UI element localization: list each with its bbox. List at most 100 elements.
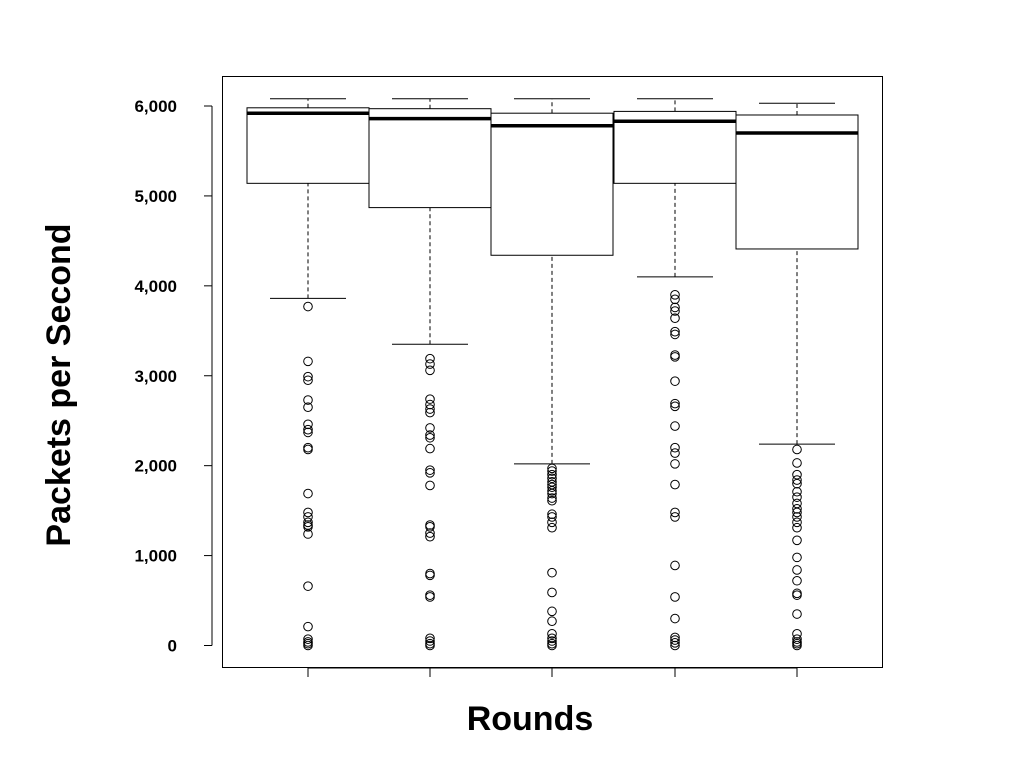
outlier-point [425, 430, 435, 440]
outlier-point [670, 302, 680, 313]
outlier-point [792, 552, 802, 563]
outlier-point [547, 636, 557, 646]
outlier-point [303, 395, 313, 405]
iqr-box [613, 110, 737, 184]
outlier-point [792, 492, 802, 502]
outlier-point [670, 638, 680, 648]
outlier-point [303, 402, 313, 413]
outlier-point [425, 480, 435, 491]
box-3 [490, 98, 614, 651]
outlier-point [547, 509, 557, 520]
outlier-point [670, 313, 680, 324]
outlier-point [792, 522, 802, 533]
outlier-point [670, 398, 680, 409]
outlier-point [303, 517, 313, 528]
outlier-point [547, 466, 557, 476]
outlier-point [425, 423, 435, 433]
outlier-point [425, 359, 435, 369]
outlier-point [303, 529, 313, 539]
outlier-point [303, 375, 313, 386]
outlier-point [792, 590, 802, 600]
outlier-point [547, 493, 557, 503]
y-tick-label: 5,000 [134, 187, 177, 206]
box-2 [368, 98, 492, 651]
outlier-point [670, 507, 680, 518]
outlier-point [303, 371, 313, 382]
y-tick-label: 2,000 [134, 457, 177, 476]
outlier-point [547, 633, 557, 644]
outlier-point [425, 465, 435, 475]
outlier-point [670, 459, 680, 469]
outlier-point [792, 478, 802, 489]
outlier-point [670, 592, 680, 602]
y-tick-label: 6,000 [134, 97, 177, 116]
outlier-point [425, 522, 435, 532]
y-axis-title: Packets per Second [40, 223, 78, 546]
outlier-point [425, 592, 435, 602]
outlier-point [425, 407, 435, 418]
boxes [246, 98, 859, 651]
outlier-point [425, 590, 435, 600]
outlier-point [792, 634, 802, 645]
outlier-point [547, 495, 557, 506]
outlier-point [792, 535, 802, 546]
outlier-point [547, 567, 557, 578]
outlier-point [547, 640, 557, 651]
outlier-point [670, 512, 680, 522]
outlier-point [425, 365, 435, 376]
outlier-point [303, 522, 313, 532]
outlier-point [425, 432, 435, 443]
outlier-point [425, 570, 435, 581]
outlier-point [792, 575, 802, 586]
outlier-point [792, 512, 802, 522]
outlier-point [547, 616, 557, 627]
outlier-point [303, 301, 313, 312]
outlier-point [792, 565, 802, 575]
outlier-point [670, 376, 680, 386]
outlier-point [303, 640, 313, 651]
outlier-point [547, 629, 557, 639]
outlier-point [792, 504, 802, 514]
outlier-point [670, 613, 680, 624]
outlier-point [425, 633, 435, 644]
outlier-point [425, 468, 435, 478]
outlier-point [547, 606, 557, 617]
outlier-point [303, 621, 313, 632]
outlier-point [792, 486, 802, 497]
outlier-point [425, 353, 435, 364]
y-axis: 0 1,000 2,000 3,000 4,000 5,000 6,000 [134, 97, 213, 656]
iqr-box [735, 114, 859, 250]
x-axis [307, 667, 798, 677]
outlier-point [303, 488, 313, 499]
outlier-point [425, 399, 435, 410]
outlier-point [425, 568, 435, 579]
outlier-point [670, 479, 680, 490]
outlier-point [425, 640, 435, 651]
outlier-point [425, 394, 435, 404]
outlier-point [303, 419, 313, 430]
y-tick-label: 0 [168, 637, 177, 656]
box-5 [735, 102, 859, 651]
outlier-point [792, 517, 802, 528]
box-4 [613, 98, 737, 651]
outlier-point [425, 531, 435, 542]
outlier-point [792, 507, 802, 518]
outlier-point [670, 326, 680, 337]
outlier-point [303, 507, 313, 518]
outlier-point [670, 560, 680, 571]
outlier-point [670, 329, 680, 340]
outlier-point [547, 469, 557, 480]
outlier-point [670, 442, 680, 453]
outlier-point [547, 463, 557, 474]
outlier-point [303, 581, 313, 591]
outlier-point [425, 404, 435, 414]
outlier-point [547, 587, 557, 598]
outlier-point [547, 522, 557, 533]
outlier-point [303, 427, 313, 438]
outlier-point [792, 475, 802, 485]
outlier-point [670, 421, 680, 431]
iqr-box [490, 112, 614, 256]
x-axis-title: Rounds [467, 700, 594, 738]
outlier-point [547, 517, 557, 528]
